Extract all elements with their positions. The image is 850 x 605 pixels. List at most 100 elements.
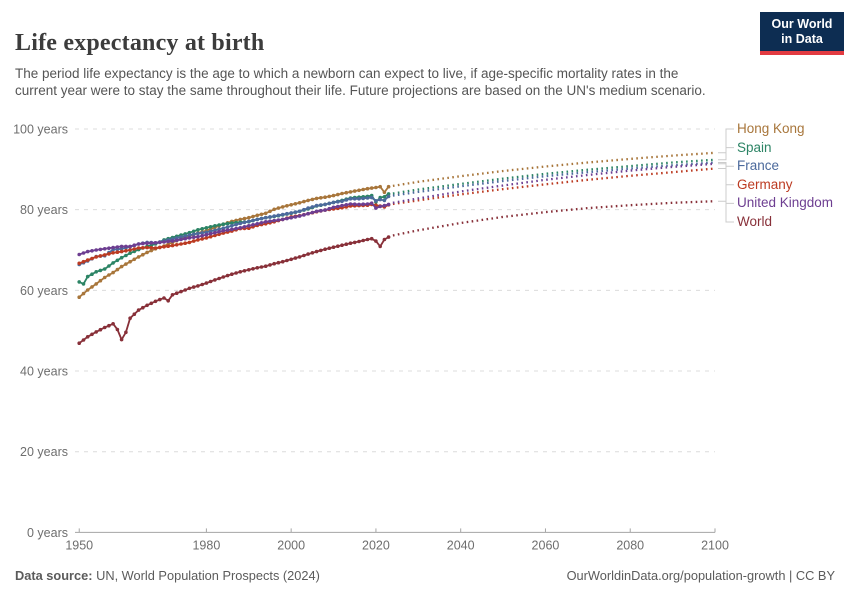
data-point	[268, 209, 272, 214]
data-point	[174, 238, 179, 243]
legend-label-united-kingdom[interactable]: United Kingdom	[737, 195, 834, 211]
data-point	[115, 258, 120, 263]
data-point	[386, 235, 391, 239]
data-point	[255, 213, 260, 218]
data-point	[289, 257, 294, 262]
data-point	[119, 337, 124, 342]
data-point	[149, 301, 154, 306]
data-point	[94, 248, 98, 252]
data-point	[348, 197, 353, 201]
data-point	[323, 202, 327, 207]
data-point	[340, 243, 344, 247]
data-point	[94, 255, 98, 259]
data-point	[124, 244, 128, 249]
data-point	[276, 213, 281, 218]
legend-connector	[718, 163, 734, 204]
data-point	[153, 299, 158, 304]
data-point	[276, 260, 281, 265]
legend-label-germany[interactable]: Germany	[737, 176, 793, 192]
data-point	[174, 243, 179, 247]
data-point	[352, 202, 357, 206]
data-point	[323, 208, 327, 212]
data-point	[90, 272, 94, 277]
data-point	[102, 253, 107, 257]
data-point	[208, 231, 213, 236]
data-point	[204, 236, 209, 240]
data-point	[196, 234, 200, 239]
data-point	[280, 212, 285, 217]
data-point	[259, 265, 264, 269]
data-point	[369, 186, 374, 190]
data-point	[187, 240, 192, 245]
data-point	[102, 275, 107, 280]
data-point	[204, 281, 209, 285]
x-axis-tick-label: 2060	[532, 538, 560, 552]
data-point	[102, 247, 107, 251]
data-point	[327, 201, 332, 206]
data-point	[81, 291, 86, 296]
data-point	[124, 253, 128, 258]
data-point	[115, 245, 120, 249]
data-point	[94, 330, 98, 334]
data-point	[297, 214, 302, 218]
data-point	[255, 217, 260, 222]
data-point	[162, 245, 166, 249]
data-point	[259, 216, 264, 221]
data-point	[187, 236, 192, 240]
owid-logo[interactable]: Our World in Data	[760, 12, 844, 55]
data-point	[378, 184, 383, 189]
legend-label-france[interactable]: France	[737, 158, 780, 174]
legend-label-hong-kong[interactable]: Hong Kong	[737, 121, 805, 136]
data-point	[183, 236, 187, 241]
data-point	[213, 278, 217, 282]
data-point	[98, 268, 103, 273]
data-point	[183, 241, 187, 245]
data-point	[128, 248, 132, 252]
data-point	[357, 188, 361, 193]
data-point	[174, 291, 179, 296]
data-point	[285, 204, 289, 208]
data-point	[107, 323, 111, 328]
data-point	[179, 237, 183, 242]
data-point	[272, 207, 277, 212]
data-point	[81, 259, 86, 264]
history-line-hong-kong	[78, 185, 390, 298]
legend-label-world[interactable]: World	[737, 214, 773, 229]
data-point	[361, 202, 366, 206]
x-axis-tick-label: 1950	[65, 538, 93, 552]
data-point	[230, 221, 234, 225]
data-point	[319, 208, 323, 213]
data-point	[365, 237, 370, 242]
data-point	[378, 197, 383, 202]
data-point	[94, 270, 98, 274]
legend-label-spain[interactable]: Spain	[737, 139, 772, 155]
data-point	[242, 225, 247, 229]
data-point	[230, 224, 234, 228]
data-point	[85, 288, 90, 292]
data-point	[132, 243, 137, 247]
data-point	[179, 242, 183, 246]
data-point	[365, 196, 370, 200]
data-point	[268, 263, 272, 267]
data-point	[348, 190, 353, 194]
data-point	[191, 239, 196, 243]
data-point	[221, 222, 226, 226]
owid-link[interactable]: OurWorldinData.org/population-growth | C…	[566, 568, 835, 583]
data-point	[319, 248, 323, 253]
data-point	[200, 237, 204, 241]
projection-line-united-kingdom	[392, 162, 716, 204]
x-axis-tick-label: 2080	[616, 538, 644, 552]
data-point	[344, 203, 349, 207]
data-point	[119, 264, 124, 269]
data-point	[166, 244, 170, 248]
data-point	[77, 341, 81, 346]
data-point	[310, 210, 315, 215]
data-point	[357, 197, 361, 201]
x-axis-tick-label: 2040	[447, 538, 475, 552]
data-point	[374, 185, 378, 190]
data-point	[102, 267, 107, 271]
data-point	[230, 227, 234, 232]
data-point	[344, 190, 349, 195]
data-point	[153, 241, 158, 245]
data-point	[119, 244, 124, 249]
